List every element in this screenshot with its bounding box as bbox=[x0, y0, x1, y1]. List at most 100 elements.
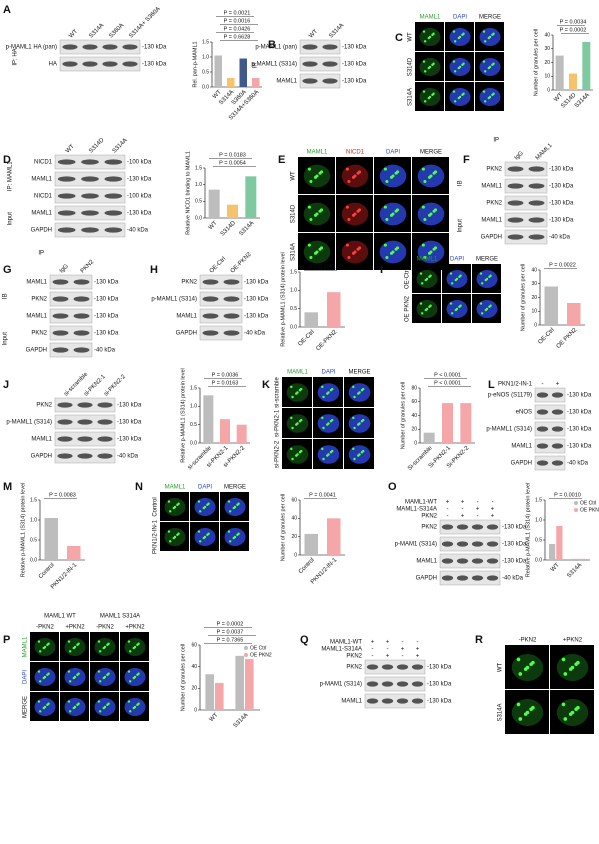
blot-strip bbox=[504, 212, 548, 228]
kda-label: -100 kDa bbox=[127, 160, 152, 166]
granule bbox=[429, 250, 433, 254]
panel-letter: B bbox=[268, 39, 276, 51]
row-label: si-PKN2-2 bbox=[275, 440, 281, 468]
kda-label: -40 kDa bbox=[117, 454, 139, 460]
granule bbox=[422, 30, 426, 33]
granule bbox=[563, 717, 568, 721]
band bbox=[52, 330, 69, 336]
y-tick-label: 40 bbox=[411, 413, 417, 419]
condition-name: PKN2 bbox=[346, 654, 362, 660]
granule bbox=[137, 672, 140, 675]
row-label: p-MAML1 (S314) bbox=[486, 427, 532, 433]
granule bbox=[207, 532, 210, 535]
band bbox=[104, 227, 123, 233]
granule bbox=[488, 35, 492, 39]
granule bbox=[358, 208, 362, 212]
legend-swatch bbox=[574, 501, 578, 505]
row-label: MAML1 bbox=[341, 699, 362, 705]
column-label: MAML1 bbox=[420, 15, 441, 21]
y-tick-label: 0.5 bbox=[195, 199, 202, 205]
granule bbox=[492, 92, 495, 95]
bar bbox=[567, 303, 581, 325]
condition-name: PKN2 bbox=[421, 514, 437, 520]
y-tick-label: 10 bbox=[531, 309, 537, 315]
bar bbox=[460, 403, 472, 443]
condition-mark: - bbox=[477, 500, 479, 506]
granule bbox=[419, 272, 423, 275]
y-tick-label: 0.0 bbox=[535, 557, 542, 563]
row-label: GAPDH bbox=[481, 235, 502, 241]
lane-label: WT bbox=[65, 143, 76, 154]
y-tick-label: 30 bbox=[531, 281, 537, 287]
band bbox=[57, 453, 73, 459]
kda-label: -130 kDa bbox=[142, 45, 167, 51]
granule bbox=[462, 92, 465, 95]
column-label: NICD1 bbox=[346, 150, 365, 156]
band bbox=[396, 664, 409, 670]
granule bbox=[327, 422, 330, 425]
y-tick-label: 60 bbox=[191, 642, 197, 648]
y-tick-label: 0.5 bbox=[30, 537, 37, 543]
band bbox=[77, 402, 93, 408]
granule bbox=[177, 532, 180, 535]
granule bbox=[347, 217, 351, 221]
granule bbox=[576, 705, 580, 710]
x-tick-label: OE PKN2 bbox=[556, 327, 579, 350]
y-tick-label: 1.0 bbox=[290, 288, 297, 294]
granule bbox=[47, 702, 50, 705]
kda-label: -130 kDa bbox=[127, 177, 152, 183]
p-value: P = 0.0163 bbox=[212, 380, 239, 386]
x-tick-label: S314A bbox=[238, 220, 255, 237]
y-tick-label: 60 bbox=[291, 497, 297, 503]
y-tick-label: 1.5 bbox=[190, 385, 197, 391]
granule bbox=[169, 540, 172, 543]
y-tick-label: 0.5 bbox=[190, 422, 197, 428]
condition-mark: + bbox=[491, 514, 495, 520]
granule bbox=[227, 500, 231, 503]
band bbox=[73, 330, 90, 336]
kda-label: -40 kDa bbox=[502, 576, 524, 582]
band bbox=[302, 44, 318, 50]
column-label: DAPI bbox=[453, 15, 467, 21]
bar bbox=[235, 655, 244, 710]
x-tick-label: WT bbox=[553, 92, 564, 103]
granule bbox=[459, 304, 462, 307]
bar bbox=[245, 176, 257, 218]
row-label: MAML1 bbox=[26, 280, 47, 286]
granule bbox=[422, 60, 426, 63]
blot-strip bbox=[534, 455, 566, 471]
kda-label: -130 kDa bbox=[244, 297, 269, 303]
band bbox=[73, 313, 90, 319]
y-tick-label: 1.0 bbox=[195, 182, 202, 188]
band bbox=[57, 419, 73, 425]
granule bbox=[482, 30, 486, 33]
blot-strip bbox=[504, 229, 548, 245]
panel-letter: K bbox=[262, 379, 270, 391]
granule bbox=[361, 449, 365, 453]
blot-strip bbox=[364, 659, 426, 675]
band bbox=[223, 296, 240, 302]
blot-strip bbox=[49, 308, 93, 324]
y-tick-label: 0 bbox=[534, 322, 537, 328]
kda-label: -130 kDa bbox=[549, 184, 574, 190]
blot-strip bbox=[439, 519, 501, 535]
granule bbox=[449, 272, 453, 275]
column-label: DAPI bbox=[386, 150, 400, 156]
granule bbox=[358, 453, 361, 456]
blot-strip bbox=[199, 325, 243, 341]
condition-mark: + bbox=[446, 500, 450, 506]
granule bbox=[358, 246, 362, 250]
granule bbox=[321, 416, 324, 420]
p-value: P = 0.0002 bbox=[560, 27, 587, 33]
granule bbox=[207, 502, 210, 505]
kda-label: -130 kDa bbox=[342, 45, 367, 51]
legend-label: OE PKN2 bbox=[580, 507, 599, 513]
bar bbox=[569, 73, 577, 90]
x-tick-label: S314D bbox=[220, 220, 238, 238]
band bbox=[536, 460, 549, 466]
y-tick-label: 60 bbox=[411, 399, 417, 405]
granule bbox=[451, 312, 454, 315]
granule bbox=[454, 100, 457, 103]
granule bbox=[233, 535, 237, 539]
panel-letter: H bbox=[150, 264, 158, 276]
